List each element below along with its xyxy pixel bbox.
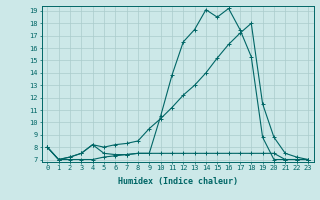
X-axis label: Humidex (Indice chaleur): Humidex (Indice chaleur) [118, 177, 237, 186]
